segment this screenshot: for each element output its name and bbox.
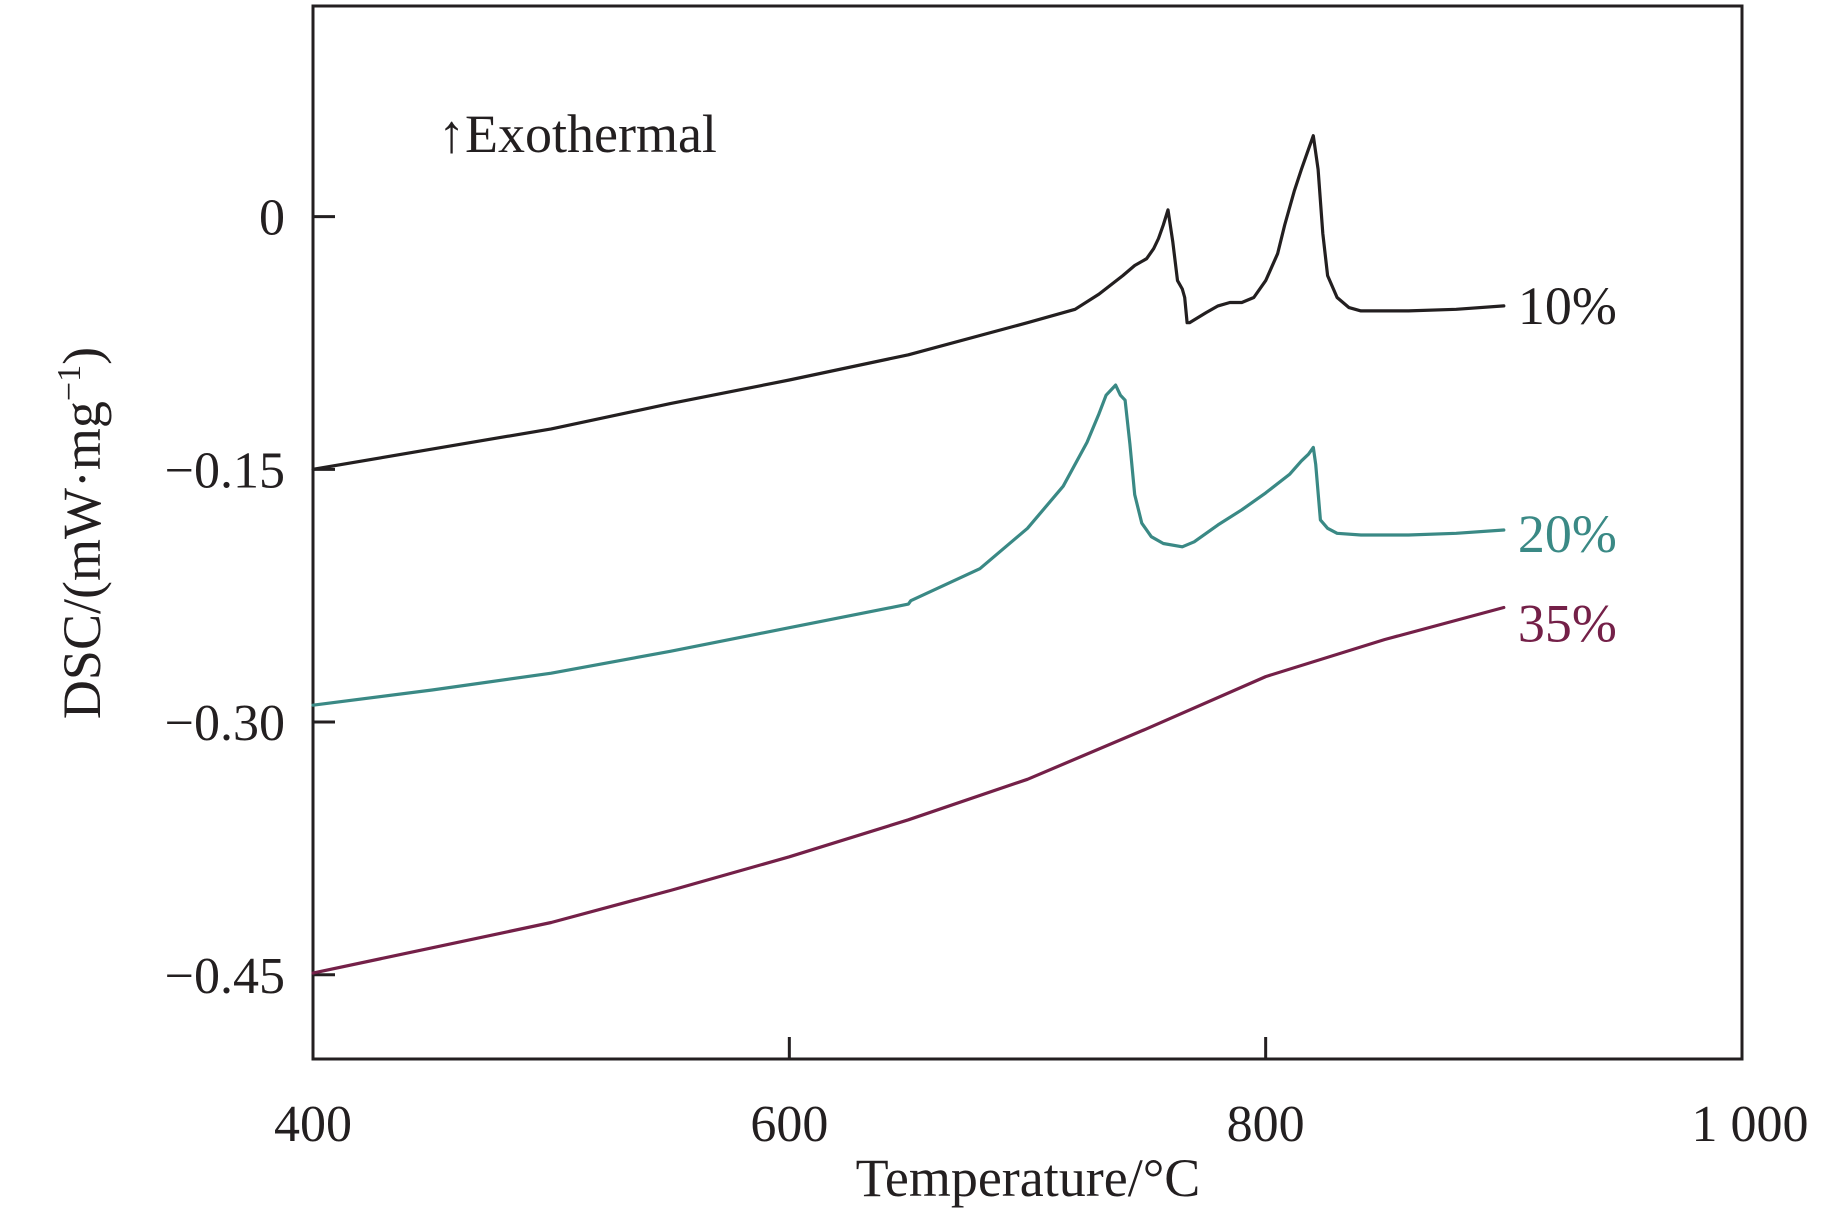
series-labels: 10% 20% 35%	[1518, 276, 1617, 654]
series-line-20pct	[311, 383, 1506, 707]
series-label-20pct: 20%	[1518, 504, 1617, 564]
series-label-10pct: 10%	[1518, 276, 1617, 336]
y-axis-title-main: DSC/(mW·mg	[52, 401, 112, 719]
series-line-10pct	[311, 134, 1506, 471]
y-tick-label: −0.45	[165, 948, 285, 1005]
x-axis-ticks: 400 600 800 1 000	[274, 1037, 1809, 1153]
y-tick-label: 0	[259, 190, 285, 247]
x-tick-label: 400	[274, 1096, 352, 1153]
x-axis-title: Temperature/°C	[856, 1148, 1201, 1208]
series-label-35pct: 35%	[1518, 593, 1617, 653]
y-tick-label: −0.15	[165, 442, 285, 499]
plot-frame	[311, 4, 1744, 1061]
x-tick-label: 1 000	[1692, 1096, 1809, 1153]
series-line-35pct	[311, 605, 1506, 975]
y-axis-title-close: )	[52, 347, 112, 365]
y-axis-title: DSC/(mW·mg−1)	[51, 347, 112, 719]
y-tick-label: −0.30	[165, 695, 285, 752]
x-tick-label: 600	[750, 1096, 828, 1153]
exothermal-annotation: ↑Exothermal	[438, 104, 717, 164]
y-axis-ticks: 0 −0.15 −0.30 −0.45	[165, 190, 335, 1005]
x-tick-label: 800	[1227, 1096, 1305, 1153]
y-axis-title-superscript: −1	[51, 365, 88, 401]
series-lines	[311, 134, 1506, 975]
